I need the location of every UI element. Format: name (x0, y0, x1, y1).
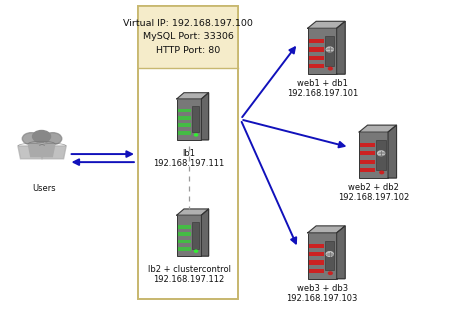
Circle shape (328, 272, 332, 274)
Polygon shape (388, 125, 396, 178)
FancyBboxPatch shape (308, 28, 337, 74)
FancyBboxPatch shape (177, 99, 201, 140)
FancyBboxPatch shape (309, 47, 324, 51)
Circle shape (328, 67, 332, 70)
Polygon shape (337, 21, 345, 74)
Polygon shape (201, 93, 209, 140)
Circle shape (22, 133, 40, 144)
Polygon shape (337, 226, 345, 279)
FancyBboxPatch shape (360, 143, 375, 147)
Text: Users: Users (33, 184, 56, 193)
Circle shape (378, 151, 385, 156)
FancyBboxPatch shape (309, 39, 324, 43)
Polygon shape (39, 146, 66, 159)
FancyBboxPatch shape (376, 140, 386, 170)
Polygon shape (308, 21, 345, 28)
Text: web2 + db2
192.168.197.102: web2 + db2 192.168.197.102 (338, 183, 409, 202)
Circle shape (194, 134, 198, 136)
FancyBboxPatch shape (178, 123, 191, 127)
FancyBboxPatch shape (309, 64, 324, 68)
FancyBboxPatch shape (191, 106, 199, 132)
Circle shape (194, 250, 198, 252)
Circle shape (44, 133, 62, 144)
FancyBboxPatch shape (178, 240, 191, 243)
FancyBboxPatch shape (309, 244, 324, 248)
FancyBboxPatch shape (178, 131, 191, 135)
Polygon shape (28, 144, 55, 157)
FancyBboxPatch shape (308, 233, 337, 279)
FancyBboxPatch shape (360, 151, 375, 155)
FancyBboxPatch shape (177, 215, 201, 256)
Text: lb1
192.168.197.111: lb1 192.168.197.111 (154, 149, 225, 168)
FancyBboxPatch shape (138, 6, 238, 299)
Circle shape (326, 252, 333, 256)
FancyBboxPatch shape (138, 6, 238, 68)
Text: Virtual IP: 192.168.197.100
MySQL Port: 33306
HTTP Port: 80: Virtual IP: 192.168.197.100 MySQL Port: … (123, 19, 253, 55)
Circle shape (326, 47, 333, 52)
Polygon shape (308, 226, 345, 233)
FancyBboxPatch shape (191, 222, 199, 249)
Polygon shape (359, 125, 396, 132)
FancyBboxPatch shape (309, 269, 324, 273)
FancyBboxPatch shape (178, 247, 191, 251)
FancyBboxPatch shape (325, 36, 334, 66)
Polygon shape (201, 209, 209, 256)
FancyBboxPatch shape (178, 116, 191, 120)
Circle shape (380, 171, 383, 174)
FancyBboxPatch shape (178, 232, 191, 236)
Polygon shape (177, 93, 209, 99)
Polygon shape (18, 146, 45, 159)
FancyBboxPatch shape (325, 241, 334, 270)
FancyBboxPatch shape (178, 225, 191, 228)
FancyBboxPatch shape (360, 168, 375, 172)
FancyBboxPatch shape (309, 260, 324, 264)
Polygon shape (177, 209, 209, 215)
FancyBboxPatch shape (359, 132, 388, 178)
Circle shape (33, 131, 50, 143)
FancyBboxPatch shape (360, 160, 375, 164)
FancyBboxPatch shape (309, 56, 324, 60)
Text: lb2 + clustercontrol
192.168.197.112: lb2 + clustercontrol 192.168.197.112 (148, 265, 231, 285)
Text: web1 + db1
192.168.197.101: web1 + db1 192.168.197.101 (287, 79, 358, 99)
FancyBboxPatch shape (178, 108, 191, 112)
Text: web3 + db3
192.168.197.103: web3 + db3 192.168.197.103 (287, 284, 358, 303)
FancyBboxPatch shape (309, 252, 324, 256)
